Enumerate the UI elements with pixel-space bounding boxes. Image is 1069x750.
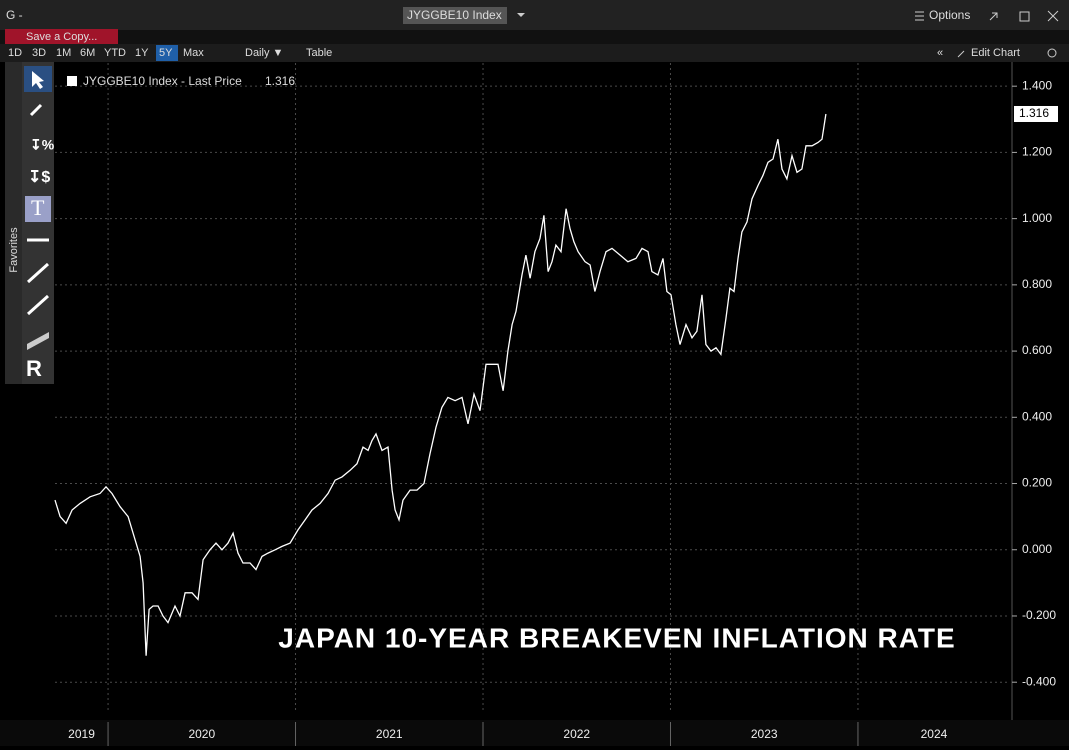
x-axis-strip [0, 720, 1069, 746]
close-icon[interactable] [1047, 10, 1059, 22]
edit-icon[interactable] [957, 50, 965, 58]
frequency[interactable]: Daily ▼ [245, 47, 283, 59]
tool-text[interactable] [25, 196, 51, 222]
period-button[interactable]: 5Y [159, 47, 173, 59]
period-buttons: 1D 3D 1M 6M YTD 1Y 5Y Max [8, 45, 204, 61]
period-bar [0, 44, 1069, 62]
last-price-label: 1.316 [1019, 106, 1049, 120]
tool-segment[interactable] [26, 294, 50, 316]
x-tick-label: 2022 [563, 727, 590, 741]
annotation: JAPAN 10-YEAR BREAKEVEN INFLATION RATE [278, 622, 955, 653]
period-button[interactable]: 1M [56, 47, 71, 59]
legend-last-price: 1.316 [265, 74, 295, 88]
grid: 1.400 1.200 1.000 0.800 0.600 0.400 0.200 0.000… [55, 63, 1056, 746]
tool-pct[interactable]: ↧% [30, 137, 55, 153]
x-tick-label: 2024 [921, 727, 948, 741]
options[interactable]: Options [929, 8, 970, 22]
options-icon[interactable] [915, 11, 924, 21]
settings-icon[interactable] [1047, 48, 1057, 58]
tool-trend[interactable] [26, 262, 50, 284]
period-button[interactable]: 1D [8, 47, 22, 59]
active-period-bg[interactable] [156, 45, 178, 61]
tool-pen[interactable] [29, 103, 43, 117]
y-tick-label: -0.200 [1022, 608, 1056, 622]
title-bar [0, 0, 1069, 30]
period-button[interactable]: 3D [32, 47, 46, 59]
table-button[interactable]: Table [306, 47, 332, 59]
save-copy-label[interactable]: Save a Copy... [26, 31, 97, 43]
period-button[interactable]: 1Y [135, 47, 149, 59]
action-bar [0, 30, 1069, 44]
period-button[interactable]: 6M [80, 47, 95, 59]
y-tick-label: 1.000 [1022, 211, 1052, 225]
plot: 1.316 [54, 105, 1058, 656]
favorites-strip[interactable] [5, 62, 22, 384]
period-button[interactable]: YTD [104, 47, 126, 59]
legend-swatch [67, 76, 77, 86]
y-tick-label: 0.800 [1022, 277, 1052, 291]
popout-icon[interactable] [989, 12, 998, 21]
window-label: G - [6, 8, 23, 22]
price-line [54, 113, 827, 656]
y-tick-label: 1.200 [1022, 145, 1052, 159]
tool-report[interactable]: R [26, 356, 42, 381]
tool-text-icon: T [31, 195, 45, 220]
x-tick-label: 2020 [188, 727, 215, 741]
y-tick-label: 0.600 [1022, 343, 1052, 357]
x-tick-label: 2019 [68, 727, 95, 741]
tool-channel[interactable] [27, 332, 49, 350]
save-copy-button[interactable] [5, 29, 118, 44]
favorites-label[interactable]: Favorites [8, 227, 20, 273]
x-tick-label: 2021 [376, 727, 403, 741]
pointer-icon [32, 71, 44, 89]
ticker-box[interactable] [403, 7, 507, 24]
ticker-dropdown[interactable] [517, 13, 525, 17]
collapse-icon[interactable]: « [937, 47, 943, 59]
legend-label: JYGGBE10 Index - Last Price [83, 74, 242, 88]
ticker[interactable]: JYGGBE10 Index [407, 8, 502, 22]
last-price-tag [1014, 105, 1058, 122]
tool-dollar[interactable]: ↧$ [28, 169, 50, 186]
x-tick-label: 2023 [751, 727, 778, 741]
maximize-icon[interactable] [1019, 11, 1030, 22]
y-tick-label: 0.200 [1022, 476, 1052, 490]
y-tick-label: 1.400 [1022, 78, 1052, 92]
y-tick-label: 0.400 [1022, 409, 1052, 423]
y-tick-label: -0.400 [1022, 674, 1056, 688]
period-button[interactable]: Max [183, 47, 204, 59]
y-tick-label: 0.000 [1022, 542, 1052, 556]
drawing-toolbar [22, 62, 54, 384]
edit-chart[interactable]: Edit Chart [971, 47, 1020, 59]
